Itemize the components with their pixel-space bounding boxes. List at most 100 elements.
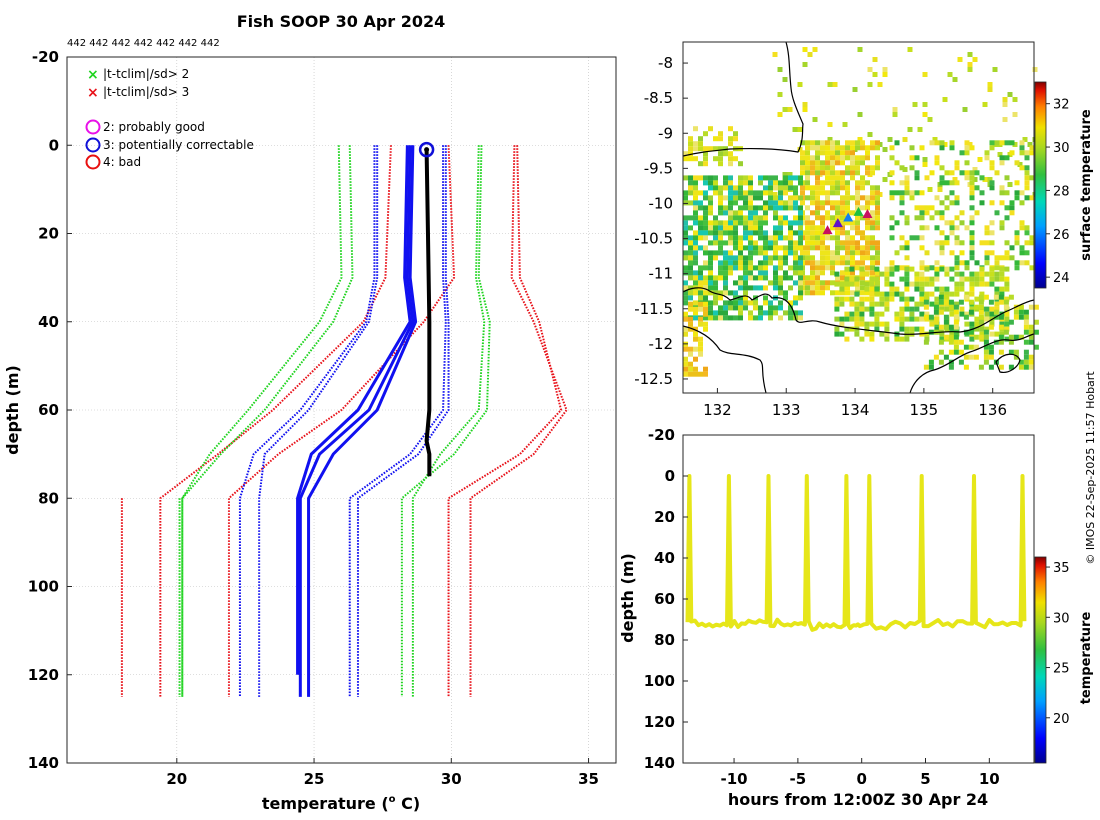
- sst-cell: [728, 270, 733, 276]
- sst-cell: [793, 175, 798, 181]
- sst-cell: [889, 286, 895, 292]
- sst-cell: [703, 275, 708, 281]
- sst-cell: [934, 160, 940, 166]
- sst-cell: [884, 326, 890, 332]
- sst-cell: [778, 230, 783, 236]
- sst-cell: [968, 354, 974, 360]
- sst-cell: [830, 140, 835, 146]
- sst-cell: [1028, 329, 1034, 335]
- sst-cell: [800, 170, 805, 176]
- sst-cell: [810, 275, 815, 281]
- sst-cell: [882, 147, 888, 152]
- sst-cell: [983, 334, 989, 340]
- sst-cell: [768, 280, 773, 286]
- sst-cell: [830, 145, 835, 151]
- sst-cell: [844, 326, 850, 332]
- sst-cell: [939, 200, 945, 206]
- sst-cell: [683, 200, 688, 206]
- sst-cell: [899, 210, 905, 216]
- sst-cell: [969, 321, 975, 327]
- sst-cell: [835, 210, 840, 216]
- sst-cell: [1024, 195, 1030, 201]
- sst-cell: [969, 230, 975, 236]
- sst-cell: [713, 275, 718, 281]
- sst-cell: [778, 285, 783, 291]
- sst-cell: [924, 336, 930, 342]
- sst-cell: [1024, 155, 1030, 161]
- sst-cell: [845, 170, 850, 176]
- sst-cell: [708, 260, 713, 266]
- sst-cell: [860, 140, 865, 146]
- sst-cell: [969, 180, 975, 186]
- sst-cell: [844, 281, 850, 287]
- sst-cell: [815, 265, 820, 271]
- sst-cell: [850, 245, 855, 251]
- profile-x-tick-label: 35: [578, 770, 599, 788]
- sst-cell: [758, 205, 763, 211]
- sst-cell: [850, 250, 855, 256]
- sst-cell: [733, 305, 738, 311]
- track-marker: [832, 218, 843, 228]
- sst-cell: [840, 240, 845, 246]
- sst-cell: [875, 145, 880, 151]
- sst-cell: [768, 300, 773, 306]
- sst-cell: [1024, 230, 1030, 236]
- sst-cell: [969, 271, 975, 277]
- sst-cell: [815, 155, 820, 161]
- sst-cell: [914, 155, 920, 161]
- sst-cell: [793, 260, 798, 266]
- sst-cell: [820, 290, 825, 296]
- sst-cell: [855, 180, 860, 186]
- sst-cell: [815, 260, 820, 266]
- sst-cell: [743, 205, 748, 211]
- sst-cell: [938, 324, 944, 330]
- sst-cell: [783, 310, 788, 316]
- sst-cell: [723, 151, 728, 157]
- sst-cell: [964, 175, 970, 181]
- sst-cell: [855, 250, 860, 256]
- sst-cell: [693, 306, 698, 312]
- sst-cell: [919, 210, 925, 216]
- sst-cell: [929, 301, 935, 307]
- sst-cell: [738, 185, 743, 191]
- sst-cell: [688, 361, 693, 367]
- sst-cell: [850, 170, 855, 176]
- sst-cell: [688, 175, 693, 181]
- sst-cell: [773, 205, 778, 211]
- sst-cell: [904, 175, 910, 181]
- sst-cell: [825, 155, 830, 161]
- sst-cell: [865, 225, 870, 231]
- sst-cell: [969, 281, 975, 287]
- mean-climatology-line: [296, 145, 412, 675]
- sst-cell: [964, 145, 970, 151]
- sst-cell: [1029, 175, 1035, 181]
- sst-cell: [904, 336, 910, 342]
- sst-cell: [733, 255, 738, 261]
- sst-cell: [938, 309, 944, 315]
- sst-cell: [875, 250, 880, 256]
- sst-cell: [974, 321, 980, 327]
- sst-cell: [875, 270, 880, 276]
- sst-cell: [914, 215, 920, 221]
- sst-cell: [793, 310, 798, 316]
- sst-cell: [889, 145, 895, 151]
- sst-cell: [959, 306, 965, 312]
- sst-cell: [943, 314, 949, 320]
- sst-cell: [889, 235, 895, 241]
- sst-cell: [1023, 354, 1029, 360]
- sst-cell: [867, 132, 873, 137]
- sst-cell: [773, 265, 778, 271]
- sst-cell: [718, 146, 723, 152]
- sst-cell: [758, 215, 763, 221]
- sst-cell: [698, 280, 703, 286]
- sst-cell: [798, 280, 803, 286]
- sst-cell: [778, 235, 783, 241]
- sst-cell: [874, 321, 880, 327]
- sst-cell: [835, 205, 840, 211]
- sst-cell: [835, 155, 840, 161]
- sst-cell: [718, 295, 723, 301]
- sst-cell: [969, 291, 975, 297]
- legend-flag-bad-label: 4: bad: [103, 155, 141, 169]
- sst-cell: [693, 260, 698, 266]
- sst-cell: [748, 300, 753, 306]
